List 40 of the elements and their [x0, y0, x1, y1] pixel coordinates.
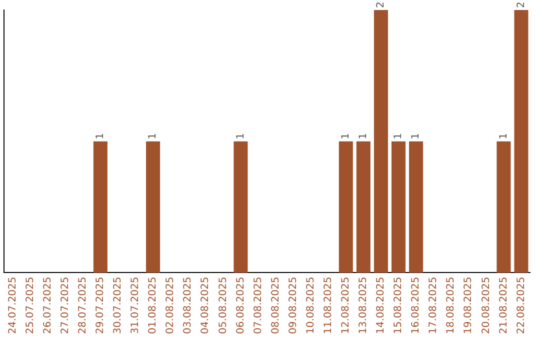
x-tick-label: 21.08.2025 [498, 276, 510, 334]
x-tick-label: 06.08.2025 [235, 276, 246, 334]
x-tick-label: 14.08.2025 [376, 276, 387, 334]
x-tick-label: 26.07.2025 [42, 276, 54, 334]
x-tick-label: 04.08.2025 [200, 276, 212, 334]
x-tick-label: 05.08.2025 [218, 276, 229, 334]
data-label: 1 [410, 132, 422, 140]
data-label: 1 [393, 132, 404, 140]
x-tick-label: 15.08.2025 [393, 276, 404, 334]
x-tick-label: 08.08.2025 [270, 276, 282, 334]
x-tick-label: 18.08.2025 [446, 276, 457, 334]
x-tick-label: 25.07.2025 [24, 276, 36, 334]
x-tick-label: 19.08.2025 [463, 276, 474, 334]
x-tick-label: 22.08.2025 [516, 276, 527, 334]
x-tick-label: 27.07.2025 [60, 276, 71, 334]
data-label: 1 [148, 132, 159, 140]
x-tick-label: 02.08.2025 [165, 276, 176, 334]
x-tick-label: 09.08.2025 [288, 276, 299, 334]
x-tick-label: 03.08.2025 [182, 276, 194, 334]
data-label: 1 [498, 132, 510, 140]
x-tick-label: 31.07.2025 [130, 276, 142, 334]
x-tick-label: 30.07.2025 [112, 276, 124, 334]
x-tick-label: 20.08.2025 [480, 276, 492, 334]
x-tick-label: 07.08.2025 [252, 276, 264, 334]
x-tick-label: 01.08.2025 [148, 276, 159, 334]
data-label: 1 [340, 132, 352, 140]
x-tick-label: 17.08.2025 [428, 276, 440, 334]
x-tick-label: 12.08.2025 [340, 276, 352, 334]
x-tick-label: 10.08.2025 [305, 276, 316, 334]
data-label: 2 [516, 2, 527, 8]
data-label: 1 [235, 132, 246, 140]
x-tick-label: 28.07.2025 [77, 276, 88, 334]
x-tick-label: 11.08.2025 [322, 276, 334, 334]
x-tick-label: 16.08.2025 [410, 276, 422, 334]
data-label: 2 [376, 2, 387, 8]
data-label: 1 [95, 132, 106, 140]
x-tick-label: 24.07.2025 [7, 276, 18, 334]
x-tick-label: 13.08.2025 [358, 276, 370, 334]
data-label: 1 [358, 132, 370, 140]
x-tick-label: 29.07.2025 [95, 276, 106, 334]
